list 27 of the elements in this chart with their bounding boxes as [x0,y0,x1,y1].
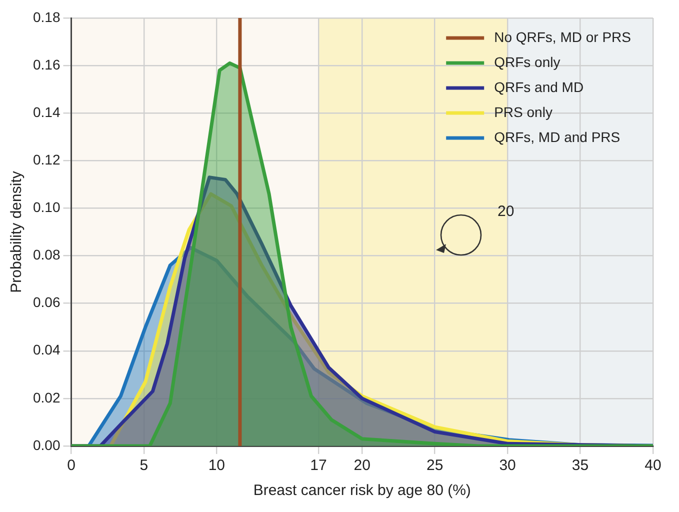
y-tick-label: 0.18 [33,8,60,25]
y-tick-label: 0.02 [33,389,60,406]
x-tick-label: 5 [140,457,148,474]
legend-label: PRS only [494,104,552,120]
x-tick-label: 0 [67,457,76,474]
x-tick-label: 10 [208,457,226,474]
x-tick-label: 35 [572,457,589,474]
y-tick-label: 0.06 [33,294,60,310]
x-tick-label: 40 [644,457,662,474]
y-tick-label: 0.04 [33,342,60,358]
legend-label: QRFs, MD and PRS [494,128,620,145]
legend-label: QRFs and MD [494,78,584,95]
y-tick-label: 0.08 [33,246,60,263]
y-tick-label: 0.00 [33,436,60,453]
y-tick-label: 0.16 [33,56,60,72]
x-tick-label: 30 [499,457,516,474]
legend-label: QRFs only [494,54,560,70]
y-tick-label: 0.10 [33,199,60,216]
y-tick-label: 0.12 [33,152,60,168]
x-tick-label: 25 [426,457,444,474]
x-tick-label: 20 [354,457,370,474]
x-axis-title: Breast cancer risk by age 80 (%) [253,482,471,500]
y-axis-title: Probability density [8,170,26,293]
x-tick-label: 17 [310,457,327,474]
legend-label: No QRFs, MD or PRS [494,28,632,45]
annotation: 20 [497,203,514,220]
y-tick-label: 0.14 [33,104,60,120]
